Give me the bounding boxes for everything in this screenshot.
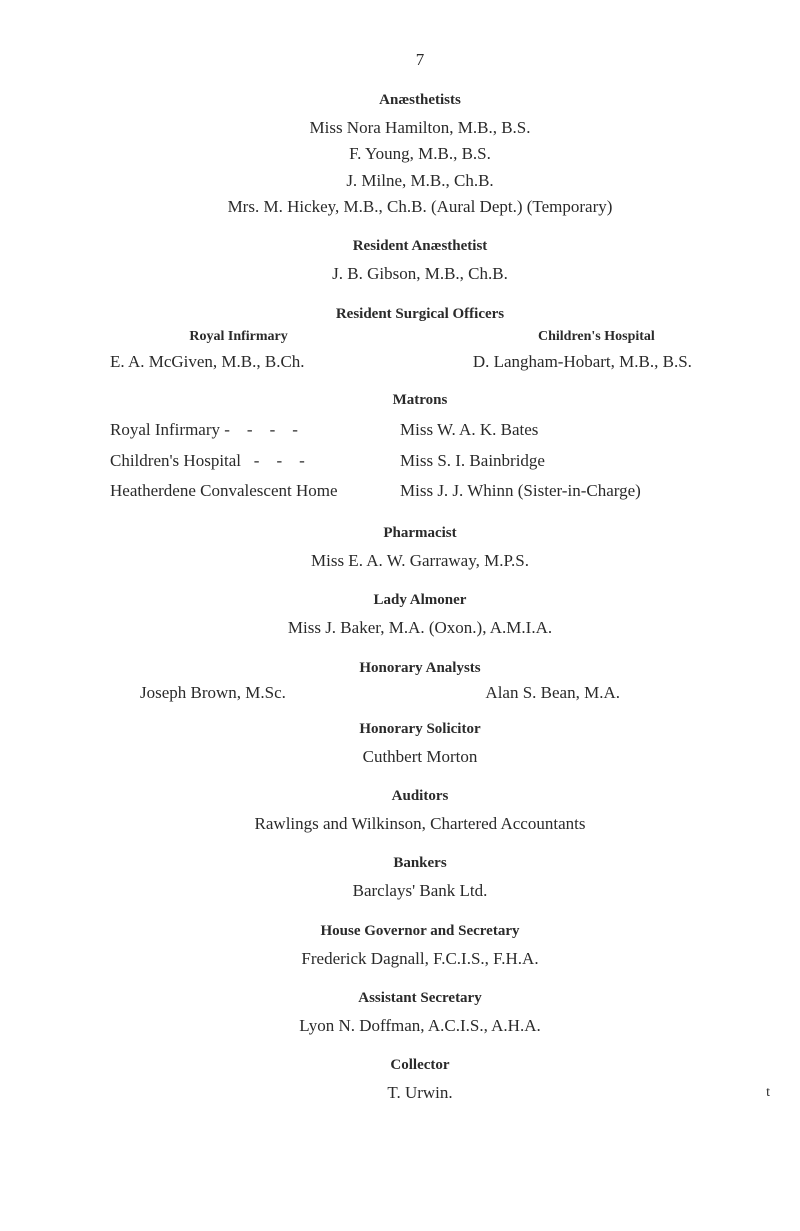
anaesthetist-line: F. Young, M.B., B.S. [100,141,740,167]
heading-pharmacist: Pharmacist [100,525,740,542]
honorary-solicitor-line: Cuthbert Morton [100,744,740,770]
childrens-hospital-officer: D. Langham-Hobart, M.B., B.S. [473,349,740,375]
heading-house-governor: House Governor and Secretary [100,923,740,940]
auditors-line: Rawlings and Wilkinson, Chartered Accoun… [100,811,740,837]
section-honorary-solicitor: Honorary Solicitor Cuthbert Morton [100,721,740,770]
section-anaesthetists: Anæsthetists Miss Nora Hamilton, M.B., B… [100,92,740,220]
matrons-institution: Heatherdene Convalescent Home [110,476,400,507]
matrons-row: Heatherdene Convalescent Home Miss J. J.… [100,476,740,507]
heading-anaesthetists: Anæsthetists [100,92,740,109]
matrons-institution: Royal Infirmary - - - - [110,415,400,446]
matrons-row: Children's Hospital - - - Miss S. I. Bai… [100,446,740,477]
resident-anaesthetist-line: J. B. Gibson, M.B., Ch.B. [100,261,740,287]
heading-resident-surgical: Resident Surgical Officers [100,306,740,323]
section-bankers: Bankers Barclays' Bank Ltd. [100,855,740,904]
section-resident-surgical: Resident Surgical Officers Royal Infirma… [100,306,740,375]
house-governor-line: Frederick Dagnall, F.C.I.S., F.H.A. [100,946,740,972]
heading-lady-almoner: Lady Almoner [100,592,740,609]
anaesthetist-line: Miss Nora Hamilton, M.B., B.S. [100,115,740,141]
lady-almoner-line: Miss J. Baker, M.A. (Oxon.), A.M.I.A. [100,615,740,641]
pharmacist-line: Miss E. A. W. Garraway, M.P.S. [100,548,740,574]
royal-infirmary-officer: E. A. McGiven, M.B., B.Ch. [110,349,407,375]
heading-honorary-analysts: Honorary Analysts [100,660,740,677]
section-auditors: Auditors Rawlings and Wilkinson, Charter… [100,788,740,837]
bankers-line: Barclays' Bank Ltd. [100,878,740,904]
heading-auditors: Auditors [100,788,740,805]
sub-heading-royal-infirmary: Royal Infirmary [70,329,407,345]
section-honorary-analysts: Honorary Analysts Joseph Brown, M.Sc. Al… [100,660,740,703]
section-lady-almoner: Lady Almoner Miss J. Baker, M.A. (Oxon.)… [100,592,740,641]
heading-collector: Collector [100,1057,740,1074]
anaesthetist-line: J. Milne, M.B., Ch.B. [100,168,740,194]
heading-bankers: Bankers [100,855,740,872]
heading-resident-anaesthetist: Resident Anæsthetist [100,238,740,255]
matrons-institution: Children's Hospital - - - [110,446,400,477]
matrons-name: Miss S. I. Bainbridge [400,446,740,477]
matrons-row: Royal Infirmary - - - - Miss W. A. K. Ba… [100,415,740,446]
section-house-governor: House Governor and Secretary Frederick D… [100,923,740,972]
matrons-name: Miss W. A. K. Bates [400,415,740,446]
heading-matrons: Matrons [100,392,740,409]
section-assistant-secretary: Assistant Secretary Lyon N. Doffman, A.C… [100,990,740,1039]
analyst-left: Joseph Brown, M.Sc. [140,683,286,703]
heading-assistant-secretary: Assistant Secretary [100,990,740,1007]
footnote-mark: t [766,1085,770,1101]
assistant-secretary-line: Lyon N. Doffman, A.C.I.S., A.H.A. [100,1013,740,1039]
matrons-name: Miss J. J. Whinn (Sister-in-Charge) [400,476,740,507]
section-collector: Collector T. Urwin. [100,1057,740,1106]
section-resident-anaesthetist: Resident Anæsthetist J. B. Gibson, M.B.,… [100,238,740,287]
section-pharmacist: Pharmacist Miss E. A. W. Garraway, M.P.S… [100,525,740,574]
collector-line: T. Urwin. [100,1080,740,1106]
section-matrons: Matrons Royal Infirmary - - - - Miss W. … [100,392,740,507]
page-number: 7 [100,50,740,70]
sub-heading-childrens-hospital: Children's Hospital [453,329,740,345]
anaesthetist-line: Mrs. M. Hickey, M.B., Ch.B. (Aural Dept.… [100,194,740,220]
heading-honorary-solicitor: Honorary Solicitor [100,721,740,738]
analyst-right: Alan S. Bean, M.A. [485,683,700,703]
